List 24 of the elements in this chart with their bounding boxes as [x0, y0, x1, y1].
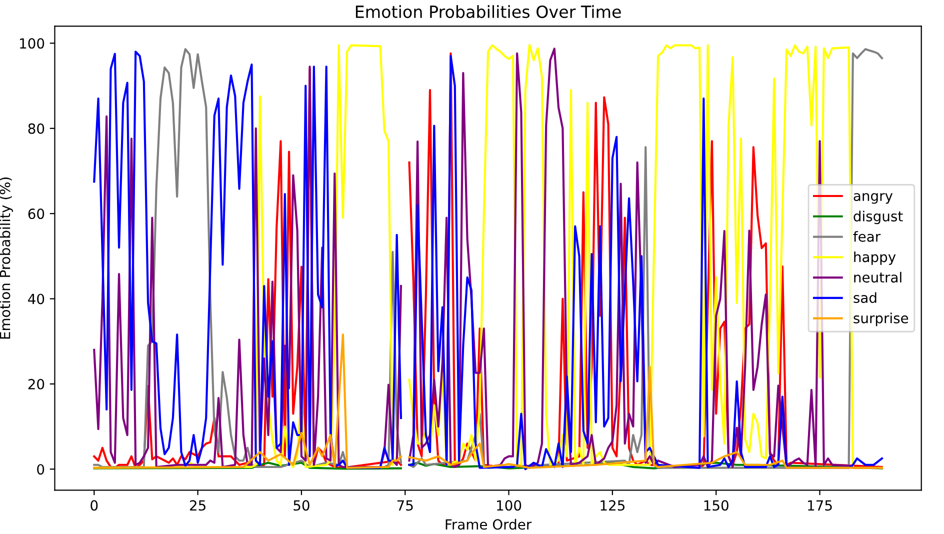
legend-label: happy: [854, 251, 896, 265]
x-tick-label: 75: [397, 500, 413, 511]
y-tick-label: 60: [28, 208, 44, 220]
legend-label: surprise: [854, 312, 908, 326]
chart-title: Emotion Probabilities Over Time: [356, 5, 621, 18]
x-tick-label: 125: [600, 500, 624, 511]
legend-label: disgust: [854, 210, 903, 224]
y-axis-title: Emotion Probability (%): [0, 178, 13, 339]
x-tick-label: 100: [497, 500, 522, 511]
legend-label: sad: [854, 292, 876, 303]
y-tick-label: 40: [28, 294, 44, 304]
y-tick-label: 80: [28, 123, 44, 134]
legend-label: neutral: [854, 272, 902, 283]
legend-label: angry: [854, 193, 893, 204]
x-tick-label: 25: [190, 500, 206, 511]
y-tick-label: 0: [37, 464, 44, 475]
x-tick-label: 150: [704, 500, 728, 511]
y-tick-label: 100: [20, 38, 44, 49]
x-tick-label: 175: [808, 500, 832, 511]
x-tick-label: 0: [90, 500, 98, 511]
legend-label: fear: [853, 231, 881, 242]
x-tick-label: 50: [294, 500, 310, 511]
x-axis-title: Frame Order: [446, 518, 532, 530]
y-tick-label: 20: [28, 378, 44, 390]
